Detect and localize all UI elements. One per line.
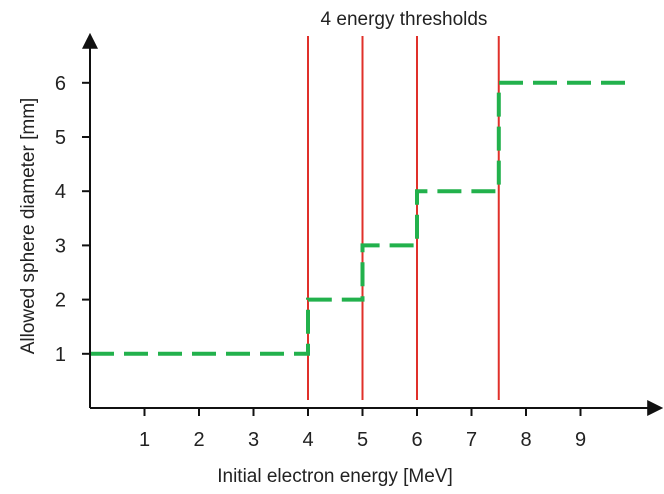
y-tick-label-3: 3 <box>55 235 66 257</box>
x-tick-label-7: 7 <box>466 429 477 451</box>
x-tick-label-8: 8 <box>520 429 531 451</box>
y-axis-title: Allowed sphere diameter [mm] <box>18 98 39 355</box>
threshold-lines <box>307 36 500 400</box>
x-axis-title: Initial electron energy [MeV] <box>217 466 453 487</box>
ticks: 1 2 3 4 5 6 7 8 9 1 2 3 4 5 6 <box>55 73 586 451</box>
threshold-annotation: 4 energy thresholds <box>321 9 488 30</box>
series-layer <box>90 80 635 356</box>
x-tick-label-1: 1 <box>139 429 150 451</box>
x-tick-label-3: 3 <box>248 429 259 451</box>
x-tick-label-9: 9 <box>575 429 586 451</box>
x-tick-label-5: 5 <box>357 429 368 451</box>
y-tick-label-1: 1 <box>55 344 66 366</box>
series-line-1 <box>90 80 635 356</box>
y-tick-label-6: 6 <box>55 73 66 95</box>
y-tick-label-2: 2 <box>55 290 66 312</box>
x-tick-label-4: 4 <box>302 429 313 451</box>
x-tick-label-2: 2 <box>193 429 204 451</box>
y-tick-label-5: 5 <box>55 127 66 149</box>
y-tick-label-4: 4 <box>55 181 66 203</box>
x-tick-label-6: 6 <box>411 429 422 451</box>
axes <box>82 32 664 416</box>
